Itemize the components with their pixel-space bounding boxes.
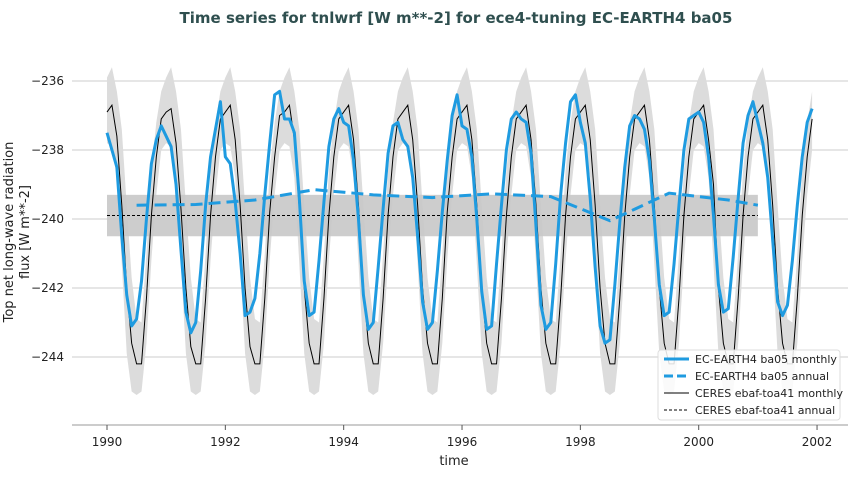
y-tick-label: −236 xyxy=(31,74,64,88)
legend-label-ceres-monthly: CERES ebaf-toa41 monthly xyxy=(695,387,843,400)
ceres-monthly-envelope xyxy=(107,67,813,395)
y-axis-label-line1: Top net long-wave radiation xyxy=(2,142,17,324)
y-tick-label: −240 xyxy=(31,212,64,226)
x-tick-label: 1990 xyxy=(92,435,123,449)
y-tick-label: −242 xyxy=(31,281,64,295)
chart-title: Time series for tnlwrf [W m**-2] for ece… xyxy=(180,9,733,27)
x-axis-label: time xyxy=(439,454,468,469)
y-tick-label: −238 xyxy=(31,143,64,157)
legend-label-model-monthly: EC-EARTH4 ba05 monthly xyxy=(695,353,837,366)
x-tick-label: 2002 xyxy=(802,435,833,449)
model-annual-line xyxy=(136,188,759,223)
legend: EC-EARTH4 ba05 monthly EC-EARTH4 ba05 an… xyxy=(657,349,843,421)
y-tick-label: −244 xyxy=(31,350,64,364)
model-monthly-line xyxy=(105,89,814,345)
x-tick-label: 1994 xyxy=(328,435,359,449)
x-tick-label: 1992 xyxy=(210,435,241,449)
legend-label-model-annual: EC-EARTH4 ba05 annual xyxy=(695,370,829,383)
x-tick-label: 1998 xyxy=(565,435,596,449)
legend-label-ceres-annual: CERES ebaf-toa41 annual xyxy=(695,404,835,417)
y-axis-label-line2: flux [W m**-2] xyxy=(18,185,33,279)
x-tick-label: 1996 xyxy=(447,435,478,449)
x-tick-label: 2000 xyxy=(683,435,714,449)
